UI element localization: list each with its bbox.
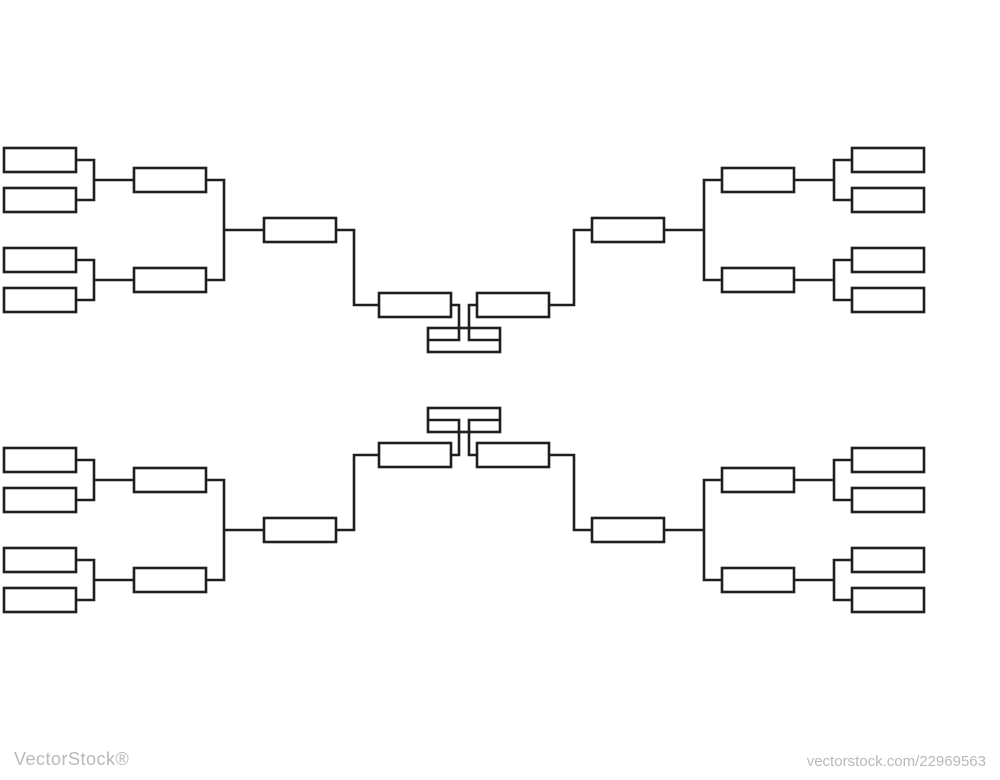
- right-r2-slot-1: [722, 268, 794, 292]
- connector: [794, 160, 852, 200]
- left-r3-slot-1: [264, 518, 336, 542]
- right-r1-slot-6: [852, 548, 924, 572]
- connector: [76, 560, 134, 600]
- left-r3-slot-0: [264, 218, 336, 242]
- connector: [206, 180, 264, 280]
- connector: [469, 420, 500, 455]
- left-r1-slot-2: [4, 248, 76, 272]
- left-r2-slot-0: [134, 168, 206, 192]
- tournament-bracket: [0, 0, 1000, 780]
- connector: [549, 230, 592, 305]
- connector: [336, 230, 379, 305]
- right-r4-slot-0: [477, 293, 549, 317]
- footer-brand: VectorStock®: [14, 749, 129, 770]
- connector: [794, 460, 852, 500]
- right-r3-slot-0: [592, 218, 664, 242]
- connector: [664, 480, 722, 580]
- left-r1-slot-0: [4, 148, 76, 172]
- connector: [206, 480, 264, 580]
- left-r1-slot-5: [4, 488, 76, 512]
- connector: [76, 460, 134, 500]
- footer-id: vectorstock.com/22969563: [807, 753, 986, 770]
- right-r2-slot-3: [722, 568, 794, 592]
- left-r1-slot-7: [4, 588, 76, 612]
- connector: [76, 260, 134, 300]
- right-r1-slot-0: [852, 148, 924, 172]
- left-r2-slot-1: [134, 268, 206, 292]
- connector: [76, 160, 134, 200]
- right-r2-slot-0: [722, 168, 794, 192]
- right-r1-slot-5: [852, 488, 924, 512]
- connector: [794, 560, 852, 600]
- left-r1-slot-1: [4, 188, 76, 212]
- connector: [336, 455, 379, 530]
- left-r1-slot-4: [4, 448, 76, 472]
- right-r4-slot-1: [477, 443, 549, 467]
- left-r4-slot-1: [379, 443, 451, 467]
- connector: [549, 455, 592, 530]
- left-r1-slot-3: [4, 288, 76, 312]
- right-r1-slot-3: [852, 288, 924, 312]
- right-r2-slot-2: [722, 468, 794, 492]
- left-r1-slot-6: [4, 548, 76, 572]
- left-r2-slot-2: [134, 468, 206, 492]
- connector: [794, 260, 852, 300]
- right-r1-slot-1: [852, 188, 924, 212]
- left-r2-slot-3: [134, 568, 206, 592]
- connector: [428, 305, 459, 340]
- connector: [428, 420, 459, 455]
- connector: [469, 305, 500, 340]
- right-r1-slot-4: [852, 448, 924, 472]
- right-r1-slot-7: [852, 588, 924, 612]
- left-r4-slot-0: [379, 293, 451, 317]
- right-r3-slot-1: [592, 518, 664, 542]
- right-r1-slot-2: [852, 248, 924, 272]
- connector: [664, 180, 722, 280]
